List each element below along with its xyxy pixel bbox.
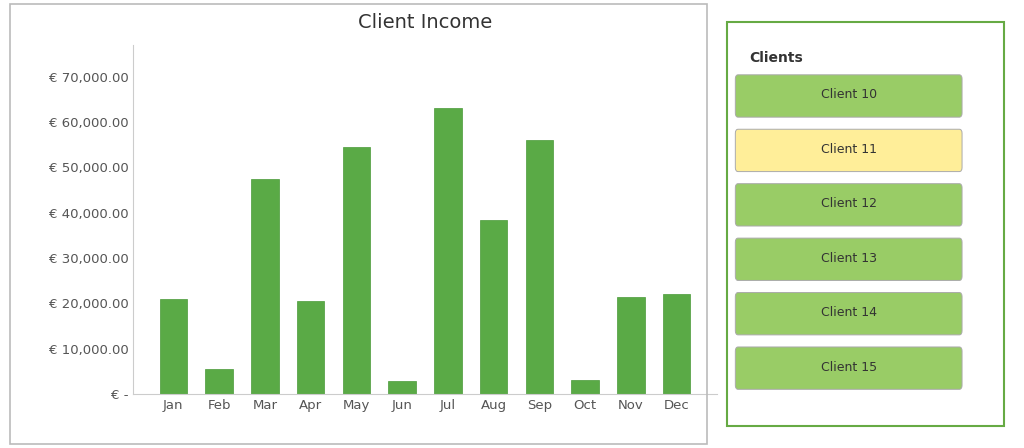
- FancyBboxPatch shape: [735, 129, 963, 172]
- Bar: [525, 140, 553, 394]
- Bar: [617, 297, 644, 394]
- Title: Client Income: Client Income: [357, 13, 493, 32]
- Bar: [206, 369, 232, 394]
- FancyBboxPatch shape: [735, 293, 963, 335]
- Bar: [480, 220, 507, 394]
- Text: Clients: Clients: [750, 51, 803, 65]
- FancyBboxPatch shape: [735, 238, 963, 280]
- Bar: [297, 301, 325, 394]
- Bar: [343, 147, 370, 394]
- Text: Client 15: Client 15: [820, 361, 877, 374]
- FancyBboxPatch shape: [735, 75, 963, 117]
- Text: Client 10: Client 10: [820, 88, 877, 102]
- Bar: [663, 294, 690, 394]
- Bar: [388, 381, 416, 394]
- Text: Client 11: Client 11: [820, 143, 877, 156]
- Bar: [160, 299, 187, 394]
- Bar: [251, 179, 279, 394]
- FancyBboxPatch shape: [735, 184, 963, 226]
- Bar: [571, 380, 599, 394]
- Bar: [434, 108, 462, 394]
- Text: Client 12: Client 12: [820, 197, 877, 211]
- FancyBboxPatch shape: [735, 347, 963, 389]
- Text: Client 13: Client 13: [820, 252, 877, 265]
- Text: Client 14: Client 14: [820, 306, 877, 319]
